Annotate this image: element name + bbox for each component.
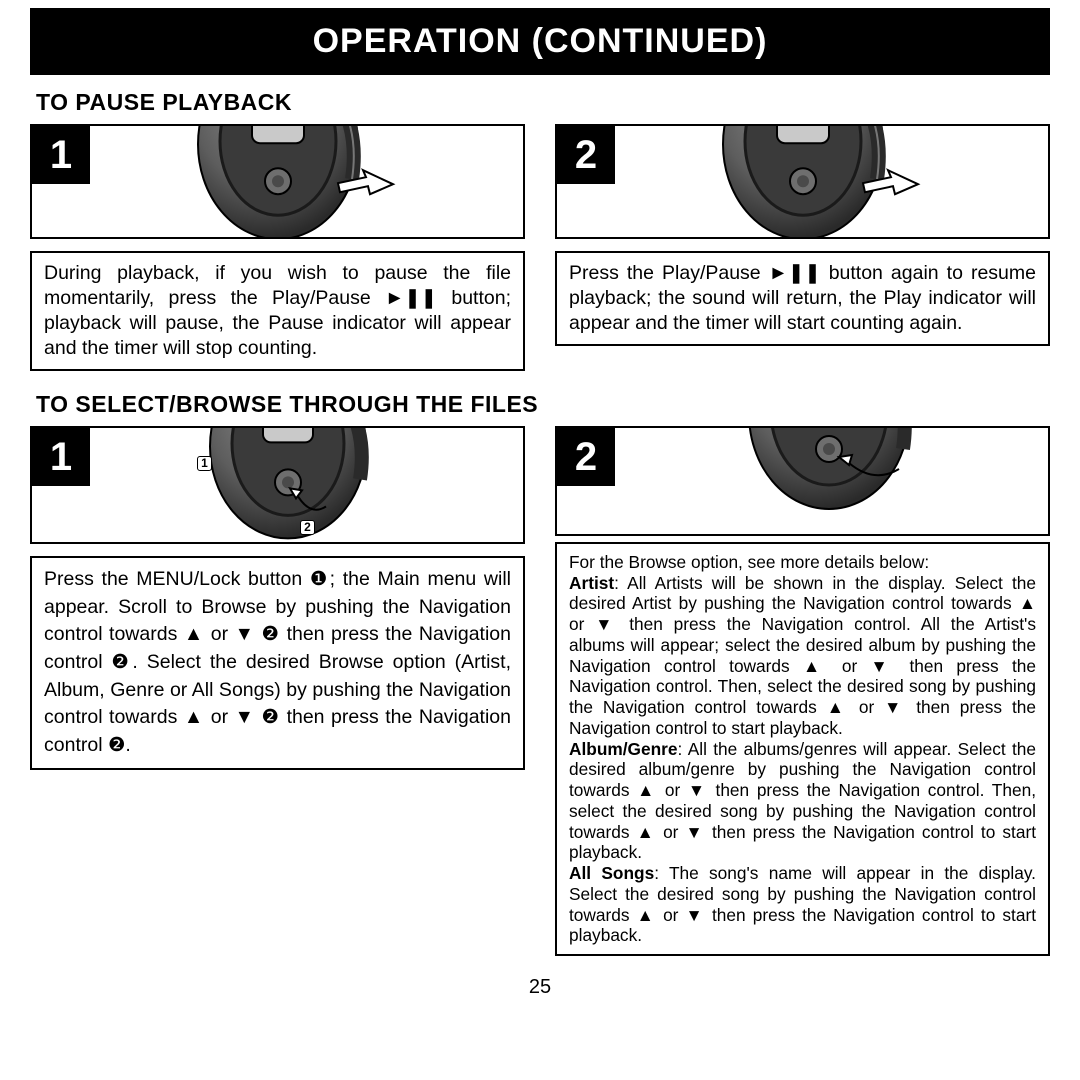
panel-b2: 2 bbox=[555, 426, 1050, 536]
b2-artist-label: Artist bbox=[569, 573, 614, 593]
callout-1: 1 bbox=[197, 456, 212, 471]
device-illustration-a2 bbox=[673, 124, 933, 239]
text-b1: Press the MENU/Lock button ❶; the Main m… bbox=[30, 556, 525, 770]
device-illustration-b1 bbox=[138, 426, 418, 544]
b2-intro: For the Browse option, see more details … bbox=[569, 552, 929, 572]
b2-all-label: All Songs bbox=[569, 863, 654, 883]
section-a-panels: 1 bbox=[30, 124, 1050, 371]
step-num-a2: 2 bbox=[557, 126, 615, 184]
device-illustration-a1 bbox=[148, 124, 408, 239]
page-title-bar: OPERATION (CONTINUED) bbox=[30, 8, 1050, 75]
panel-a2: 2 bbox=[555, 124, 1050, 239]
b2-artist-text: : All Artists will be shown in the displ… bbox=[569, 573, 1036, 738]
step-num-a1: 1 bbox=[32, 126, 90, 184]
section-b-panels: 1 bbox=[30, 426, 1050, 956]
section-b-heading: TO SELECT/BROWSE THROUGH THE FILES bbox=[36, 391, 1050, 418]
text-a1: During playback, if you wish to pause th… bbox=[30, 251, 525, 371]
step-num-b1: 1 bbox=[32, 428, 90, 486]
page-number: 25 bbox=[30, 976, 1050, 999]
panel-a1: 1 bbox=[30, 124, 525, 239]
panel-b1: 1 bbox=[30, 426, 525, 544]
section-a-heading: TO PAUSE PLAYBACK bbox=[36, 89, 1050, 116]
device-illustration-b2 bbox=[699, 426, 959, 529]
callout-2: 2 bbox=[300, 520, 315, 535]
text-b2: For the Browse option, see more details … bbox=[555, 542, 1050, 956]
text-a2: Press the Play/Pause ►❚❚ button again to… bbox=[555, 251, 1050, 346]
b2-album-label: Album/Genre bbox=[569, 739, 678, 759]
step-num-b2: 2 bbox=[557, 428, 615, 486]
